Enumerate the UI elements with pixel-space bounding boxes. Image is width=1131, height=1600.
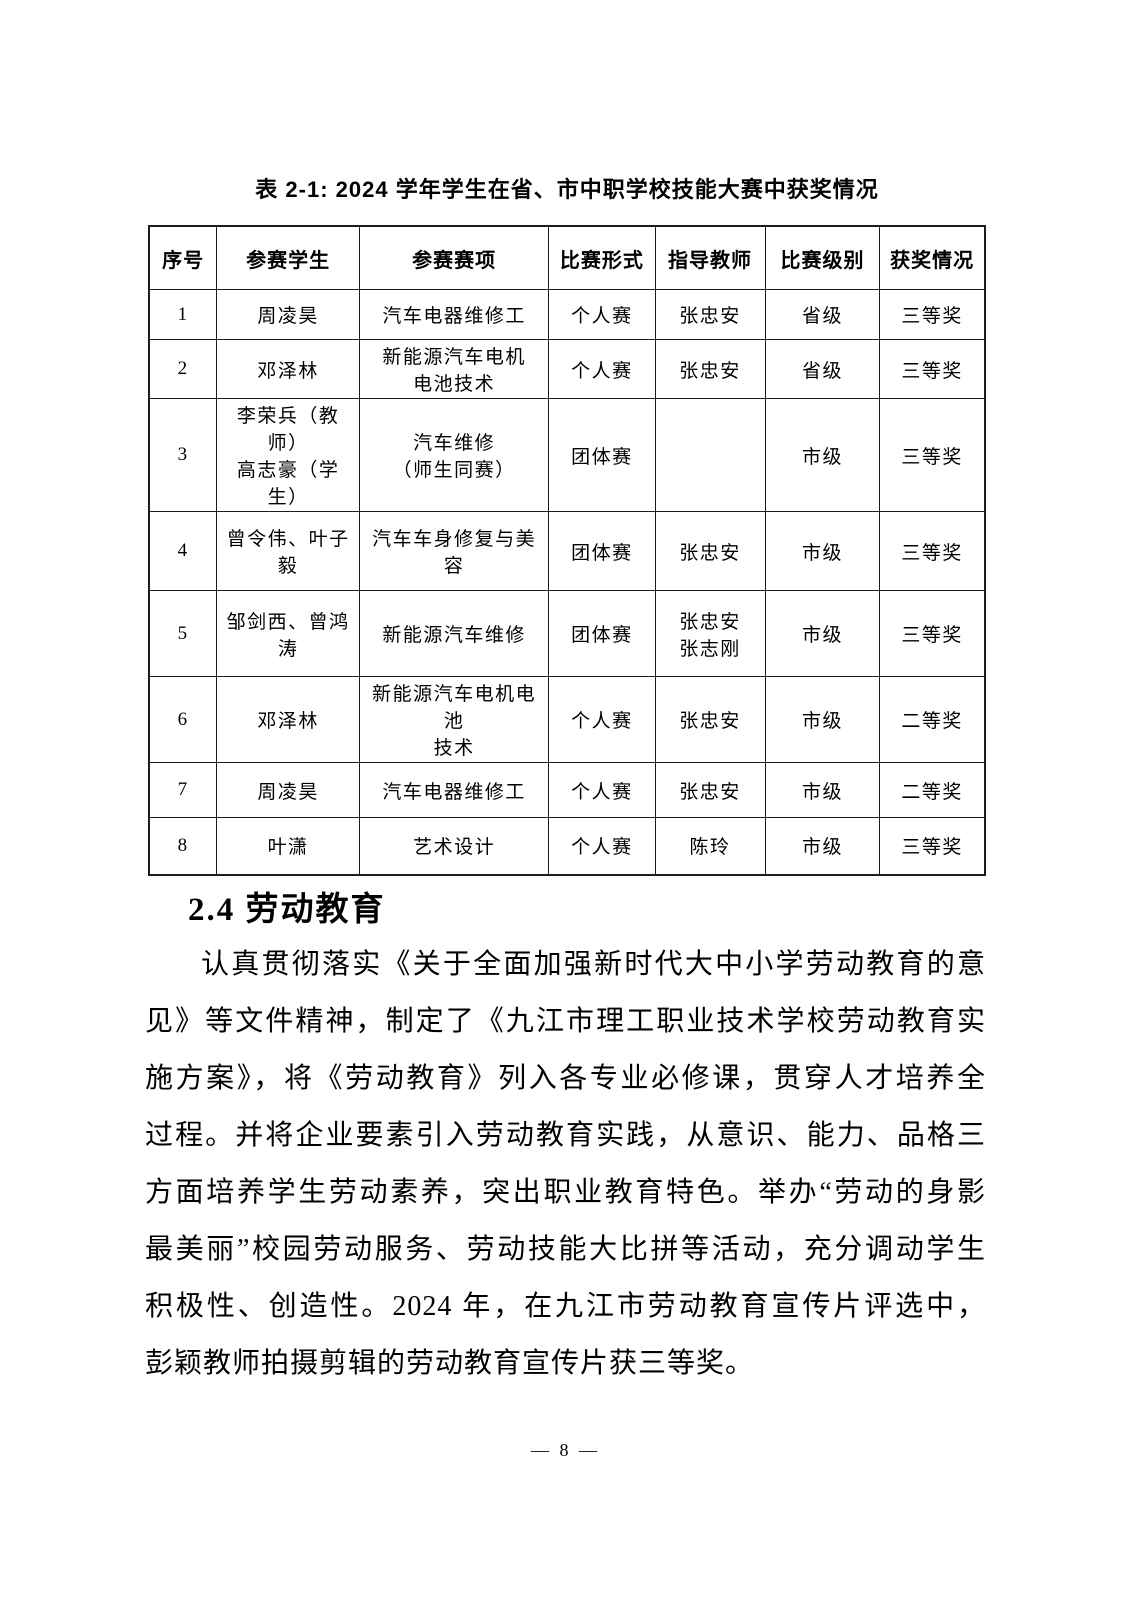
table-row: 2 邓泽林 新能源汽车电机 电池技术 个人赛 张忠安 省级 三等奖 xyxy=(148,339,986,399)
cell-level: 市级 xyxy=(764,676,881,763)
column-header: 比赛级别 xyxy=(764,225,881,290)
cell-form: 团体赛 xyxy=(548,398,656,512)
table-row: 1 周凌昊 汽车电器维修工 个人赛 张忠安 省级 三等奖 xyxy=(148,289,986,340)
cell-award: 三等奖 xyxy=(879,339,986,399)
section-heading: 2.4 劳动教育 xyxy=(188,892,386,928)
cell-award: 三等奖 xyxy=(879,398,986,512)
cell-student: 周凌昊 xyxy=(216,762,361,818)
cell-event: 新能源汽车电机电池 技术 xyxy=(359,676,550,763)
column-header: 指导教师 xyxy=(654,225,766,290)
paragraph-line: 施方案》，将《劳动教育》列入各专业必修课，贯穿人才培养全 xyxy=(145,1063,986,1094)
cell-form: 个人赛 xyxy=(548,289,656,340)
cell-level: 市级 xyxy=(764,511,881,591)
cell-level: 省级 xyxy=(764,289,881,340)
table-row: 6 邓泽林 新能源汽车电机电池 技术 个人赛 张忠安 市级 二等奖 xyxy=(148,676,986,763)
table-row: 7 周凌昊 汽车电器维修工 个人赛 张忠安 市级 二等奖 xyxy=(148,762,986,818)
table-row: 8 叶潇 艺术设计 个人赛 陈玲 市级 三等奖 xyxy=(148,817,986,875)
cell-teacher: 张忠安 张志刚 xyxy=(654,590,766,677)
cell-event: 汽车维修 （师生同赛） xyxy=(359,398,550,512)
cell-no: 6 xyxy=(148,676,218,763)
cell-award: 三等奖 xyxy=(879,511,986,591)
cell-no: 8 xyxy=(148,817,218,875)
paragraph-line: 认真贯彻落实《关于全面加强新时代大中小学劳动教育的意 xyxy=(201,949,986,980)
cell-event: 汽车电器维修工 xyxy=(359,762,550,818)
cell-event: 新能源汽车电机 电池技术 xyxy=(359,339,550,399)
cell-teacher: 张忠安 xyxy=(654,339,766,399)
cell-award: 三等奖 xyxy=(879,289,986,340)
table-body: 1 周凌昊 汽车电器维修工 个人赛 张忠安 省级 三等奖 2 邓泽林 新能源汽车电机 电池技术 个人… xyxy=(148,289,986,875)
cell-event: 新能源汽车维修 xyxy=(359,590,550,677)
cell-teacher xyxy=(654,398,766,512)
page-number: — 8 — xyxy=(531,1440,600,1460)
column-header: 参赛学生 xyxy=(216,225,361,290)
cell-award: 三等奖 xyxy=(879,590,986,677)
cell-no: 2 xyxy=(148,339,218,399)
table-row: 5 邹剑西、曾鸿涛 新能源汽车维修 团体赛 张忠安 张志刚 市级 三等奖 xyxy=(148,590,986,677)
cell-event: 汽车车身修复与美容 xyxy=(359,511,550,591)
cell-event: 艺术设计 xyxy=(359,817,550,875)
cell-teacher: 张忠安 xyxy=(654,762,766,818)
cell-no: 3 xyxy=(148,398,218,512)
column-header: 序号 xyxy=(148,225,218,290)
cell-form: 个人赛 xyxy=(548,762,656,818)
paragraph-line: 最美丽”校园劳动服务、劳动技能大比拼等活动，充分调动学生 xyxy=(145,1234,986,1265)
cell-teacher: 张忠安 xyxy=(654,676,766,763)
awards-table: 序号 参赛学生 参赛赛项 比赛形式 指导教师 比赛级别 获奖情况 1 周凌昊 汽车电器维修工 个人… xyxy=(148,225,986,876)
cell-award: 三等奖 xyxy=(879,817,986,875)
table-row: 3 李荣兵（教师） 高志豪（学生） 汽车维修 （师生同赛） 团体赛 市级 三等奖 xyxy=(148,398,986,512)
cell-teacher: 陈玲 xyxy=(654,817,766,875)
column-header: 获奖情况 xyxy=(879,225,986,290)
cell-student: 邓泽林 xyxy=(216,676,361,763)
cell-student: 邓泽林 xyxy=(216,339,361,399)
cell-level: 市级 xyxy=(764,590,881,677)
paragraph-line: 方面培养学生劳动素养，突出职业教育特色。举办“劳动的身影 xyxy=(145,1177,986,1208)
cell-teacher: 张忠安 xyxy=(654,289,766,340)
cell-form: 团体赛 xyxy=(548,511,656,591)
cell-student: 叶潇 xyxy=(216,817,361,875)
cell-form: 个人赛 xyxy=(548,339,656,399)
cell-no: 7 xyxy=(148,762,218,818)
column-header: 参赛赛项 xyxy=(359,225,550,290)
paragraph-line: 过程。并将企业要素引入劳动教育实践，从意识、能力、品格三 xyxy=(145,1120,986,1151)
cell-level: 市级 xyxy=(764,817,881,875)
cell-student: 曾令伟、叶子毅 xyxy=(216,511,361,591)
cell-no: 5 xyxy=(148,590,218,677)
cell-student: 邹剑西、曾鸿涛 xyxy=(216,590,361,677)
body-paragraph: 认真贯彻落实《关于全面加强新时代大中小学劳动教育的意见》等文件精神，制定了《九江… xyxy=(145,936,986,1392)
table-row: 4 曾令伟、叶子毅 汽车车身修复与美容 团体赛 张忠安 市级 三等奖 xyxy=(148,511,986,591)
cell-award: 二等奖 xyxy=(879,676,986,763)
paragraph-line: 见》等文件精神，制定了《九江市理工职业技术学校劳动教育实 xyxy=(145,1006,986,1037)
cell-form: 个人赛 xyxy=(548,676,656,763)
column-header: 比赛形式 xyxy=(548,225,656,290)
cell-form: 团体赛 xyxy=(548,590,656,677)
table-title: 表 2-1: 2024 学年学生在省、市中职学校技能大赛中获奖情况 xyxy=(255,177,879,202)
cell-teacher: 张忠安 xyxy=(654,511,766,591)
paragraph-line: 彭颖教师拍摄剪辑的劳动教育宣传片获三等奖。 xyxy=(145,1348,755,1379)
cell-event: 汽车电器维修工 xyxy=(359,289,550,340)
cell-student: 李荣兵（教师） 高志豪（学生） xyxy=(216,398,361,512)
cell-student: 周凌昊 xyxy=(216,289,361,340)
table-header-row: 序号 参赛学生 参赛赛项 比赛形式 指导教师 比赛级别 获奖情况 xyxy=(148,225,986,290)
cell-form: 个人赛 xyxy=(548,817,656,875)
cell-no: 1 xyxy=(148,289,218,340)
cell-no: 4 xyxy=(148,511,218,591)
cell-level: 市级 xyxy=(764,762,881,818)
paragraph-line: 积极性、创造性。2024 年，在九江市劳动教育宣传片评选中， xyxy=(145,1291,986,1322)
cell-award: 二等奖 xyxy=(879,762,986,818)
cell-level: 省级 xyxy=(764,339,881,399)
cell-level: 市级 xyxy=(764,398,881,512)
